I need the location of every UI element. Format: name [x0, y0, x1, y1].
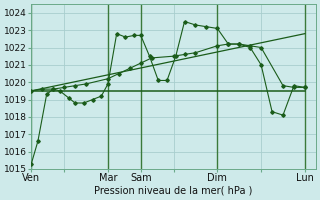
X-axis label: Pression niveau de la mer( hPa ): Pression niveau de la mer( hPa ): [94, 186, 253, 196]
